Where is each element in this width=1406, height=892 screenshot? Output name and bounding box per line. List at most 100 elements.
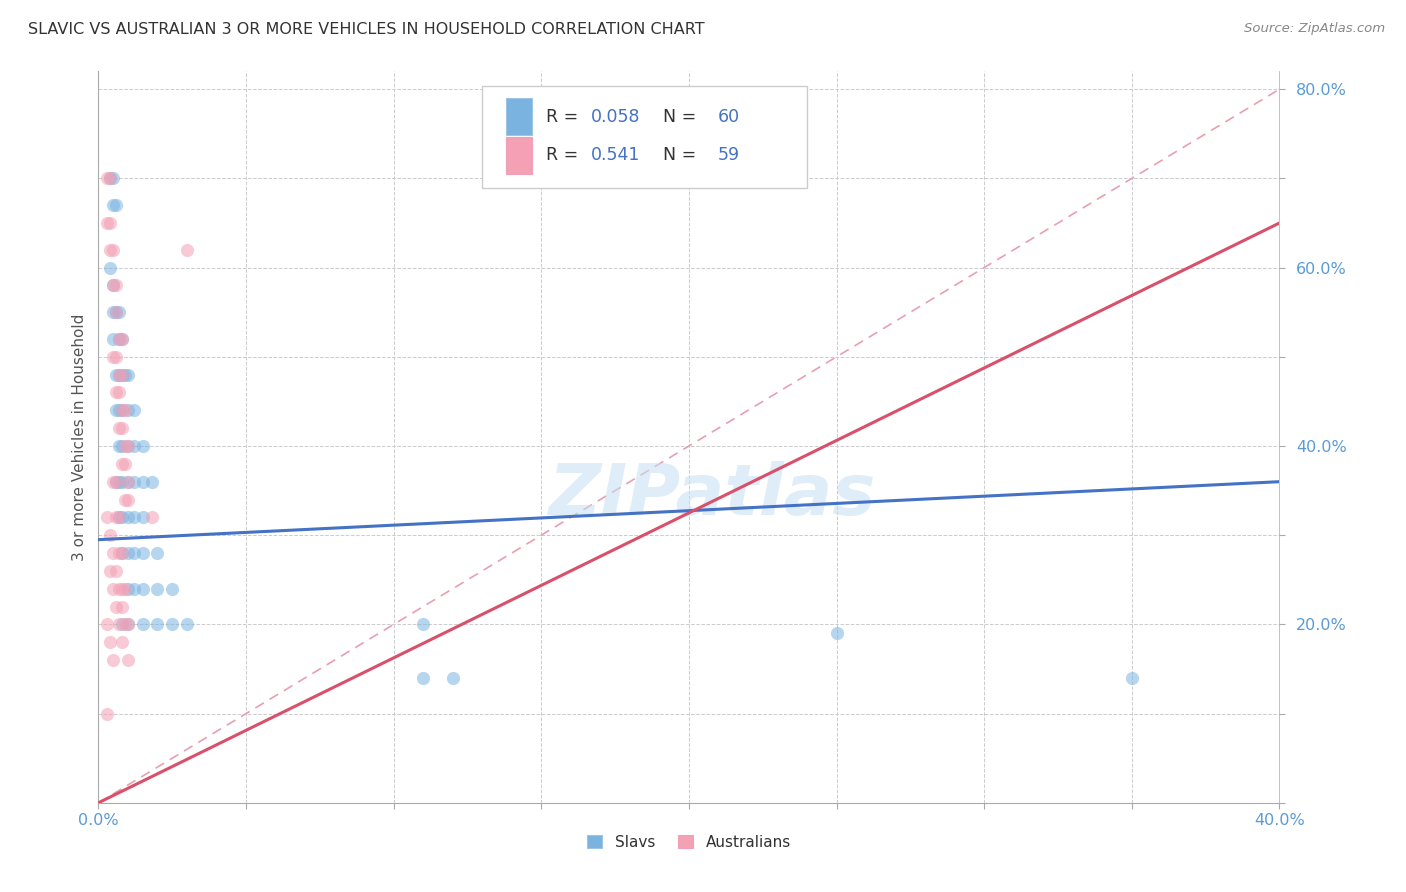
Point [132, 617, 155, 632]
Point [108, 332, 131, 346]
Point [108, 368, 131, 382]
Point [103, 243, 125, 257]
Point [105, 564, 128, 578]
Point [108, 582, 131, 596]
Point [108, 510, 131, 524]
Point [114, 457, 136, 471]
Point [105, 403, 128, 417]
Point [98, 243, 121, 257]
Point [111, 582, 134, 596]
Point [162, 617, 183, 632]
Point [105, 305, 128, 319]
Text: SLAVIC VS AUSTRALIAN 3 OR MORE VEHICLES IN HOUSEHOLD CORRELATION CHART: SLAVIC VS AUSTRALIAN 3 OR MORE VEHICLES … [28, 22, 704, 37]
Point [103, 475, 125, 489]
Point [114, 617, 136, 632]
Point [108, 368, 131, 382]
Point [132, 475, 155, 489]
Point [114, 368, 136, 382]
Point [103, 305, 125, 319]
Point [98, 171, 121, 186]
Point [111, 617, 134, 632]
Point [98, 635, 121, 649]
Y-axis label: 3 or more Vehicles in Household: 3 or more Vehicles in Household [72, 313, 87, 561]
Point [103, 653, 125, 667]
Point [108, 439, 131, 453]
Point [117, 439, 139, 453]
Point [117, 546, 139, 560]
Point [103, 546, 125, 560]
Point [412, 671, 434, 685]
Point [117, 510, 139, 524]
Point [141, 510, 163, 524]
Point [117, 403, 139, 417]
Point [111, 457, 134, 471]
Point [105, 305, 128, 319]
Point [122, 475, 145, 489]
Point [122, 546, 145, 560]
Point [412, 617, 434, 632]
Point [96, 706, 118, 721]
FancyBboxPatch shape [506, 137, 531, 174]
Point [122, 582, 145, 596]
Point [146, 617, 169, 632]
Point [117, 475, 139, 489]
Point [122, 403, 145, 417]
Text: N =: N = [652, 108, 702, 126]
Point [117, 439, 139, 453]
Point [105, 198, 128, 212]
Point [108, 403, 131, 417]
FancyBboxPatch shape [482, 86, 807, 188]
Point [103, 350, 125, 364]
Point [108, 385, 131, 400]
Legend: Slavs, Australians: Slavs, Australians [579, 827, 799, 857]
Point [98, 564, 121, 578]
Point [105, 475, 128, 489]
Point [105, 350, 128, 364]
Point [132, 439, 155, 453]
Point [108, 510, 131, 524]
Point [111, 599, 134, 614]
Point [98, 528, 121, 542]
Point [117, 475, 139, 489]
Point [117, 617, 139, 632]
Point [103, 171, 125, 186]
Point [111, 368, 134, 382]
Point [111, 368, 134, 382]
Point [111, 546, 134, 560]
Point [114, 582, 136, 596]
Point [117, 368, 139, 382]
Text: 0.541: 0.541 [591, 146, 640, 164]
Text: 59: 59 [717, 146, 740, 164]
Point [105, 475, 128, 489]
Point [98, 260, 121, 275]
Point [105, 385, 128, 400]
Point [103, 582, 125, 596]
Point [105, 278, 128, 293]
Point [111, 332, 134, 346]
Point [111, 510, 134, 524]
Point [441, 671, 464, 685]
Point [96, 617, 118, 632]
Point [108, 475, 131, 489]
Point [132, 510, 155, 524]
Point [108, 332, 131, 346]
Point [114, 439, 136, 453]
Point [103, 278, 125, 293]
Point [117, 617, 139, 632]
Point [146, 546, 169, 560]
Point [162, 582, 183, 596]
Point [103, 198, 125, 212]
Point [1121, 671, 1143, 685]
Point [96, 216, 118, 230]
Point [146, 582, 169, 596]
Text: R =: R = [546, 146, 583, 164]
Point [96, 171, 118, 186]
Point [103, 332, 125, 346]
Point [176, 617, 198, 632]
Point [105, 510, 128, 524]
Point [98, 171, 121, 186]
Point [141, 475, 163, 489]
Point [114, 403, 136, 417]
Point [108, 546, 131, 560]
Point [105, 599, 128, 614]
